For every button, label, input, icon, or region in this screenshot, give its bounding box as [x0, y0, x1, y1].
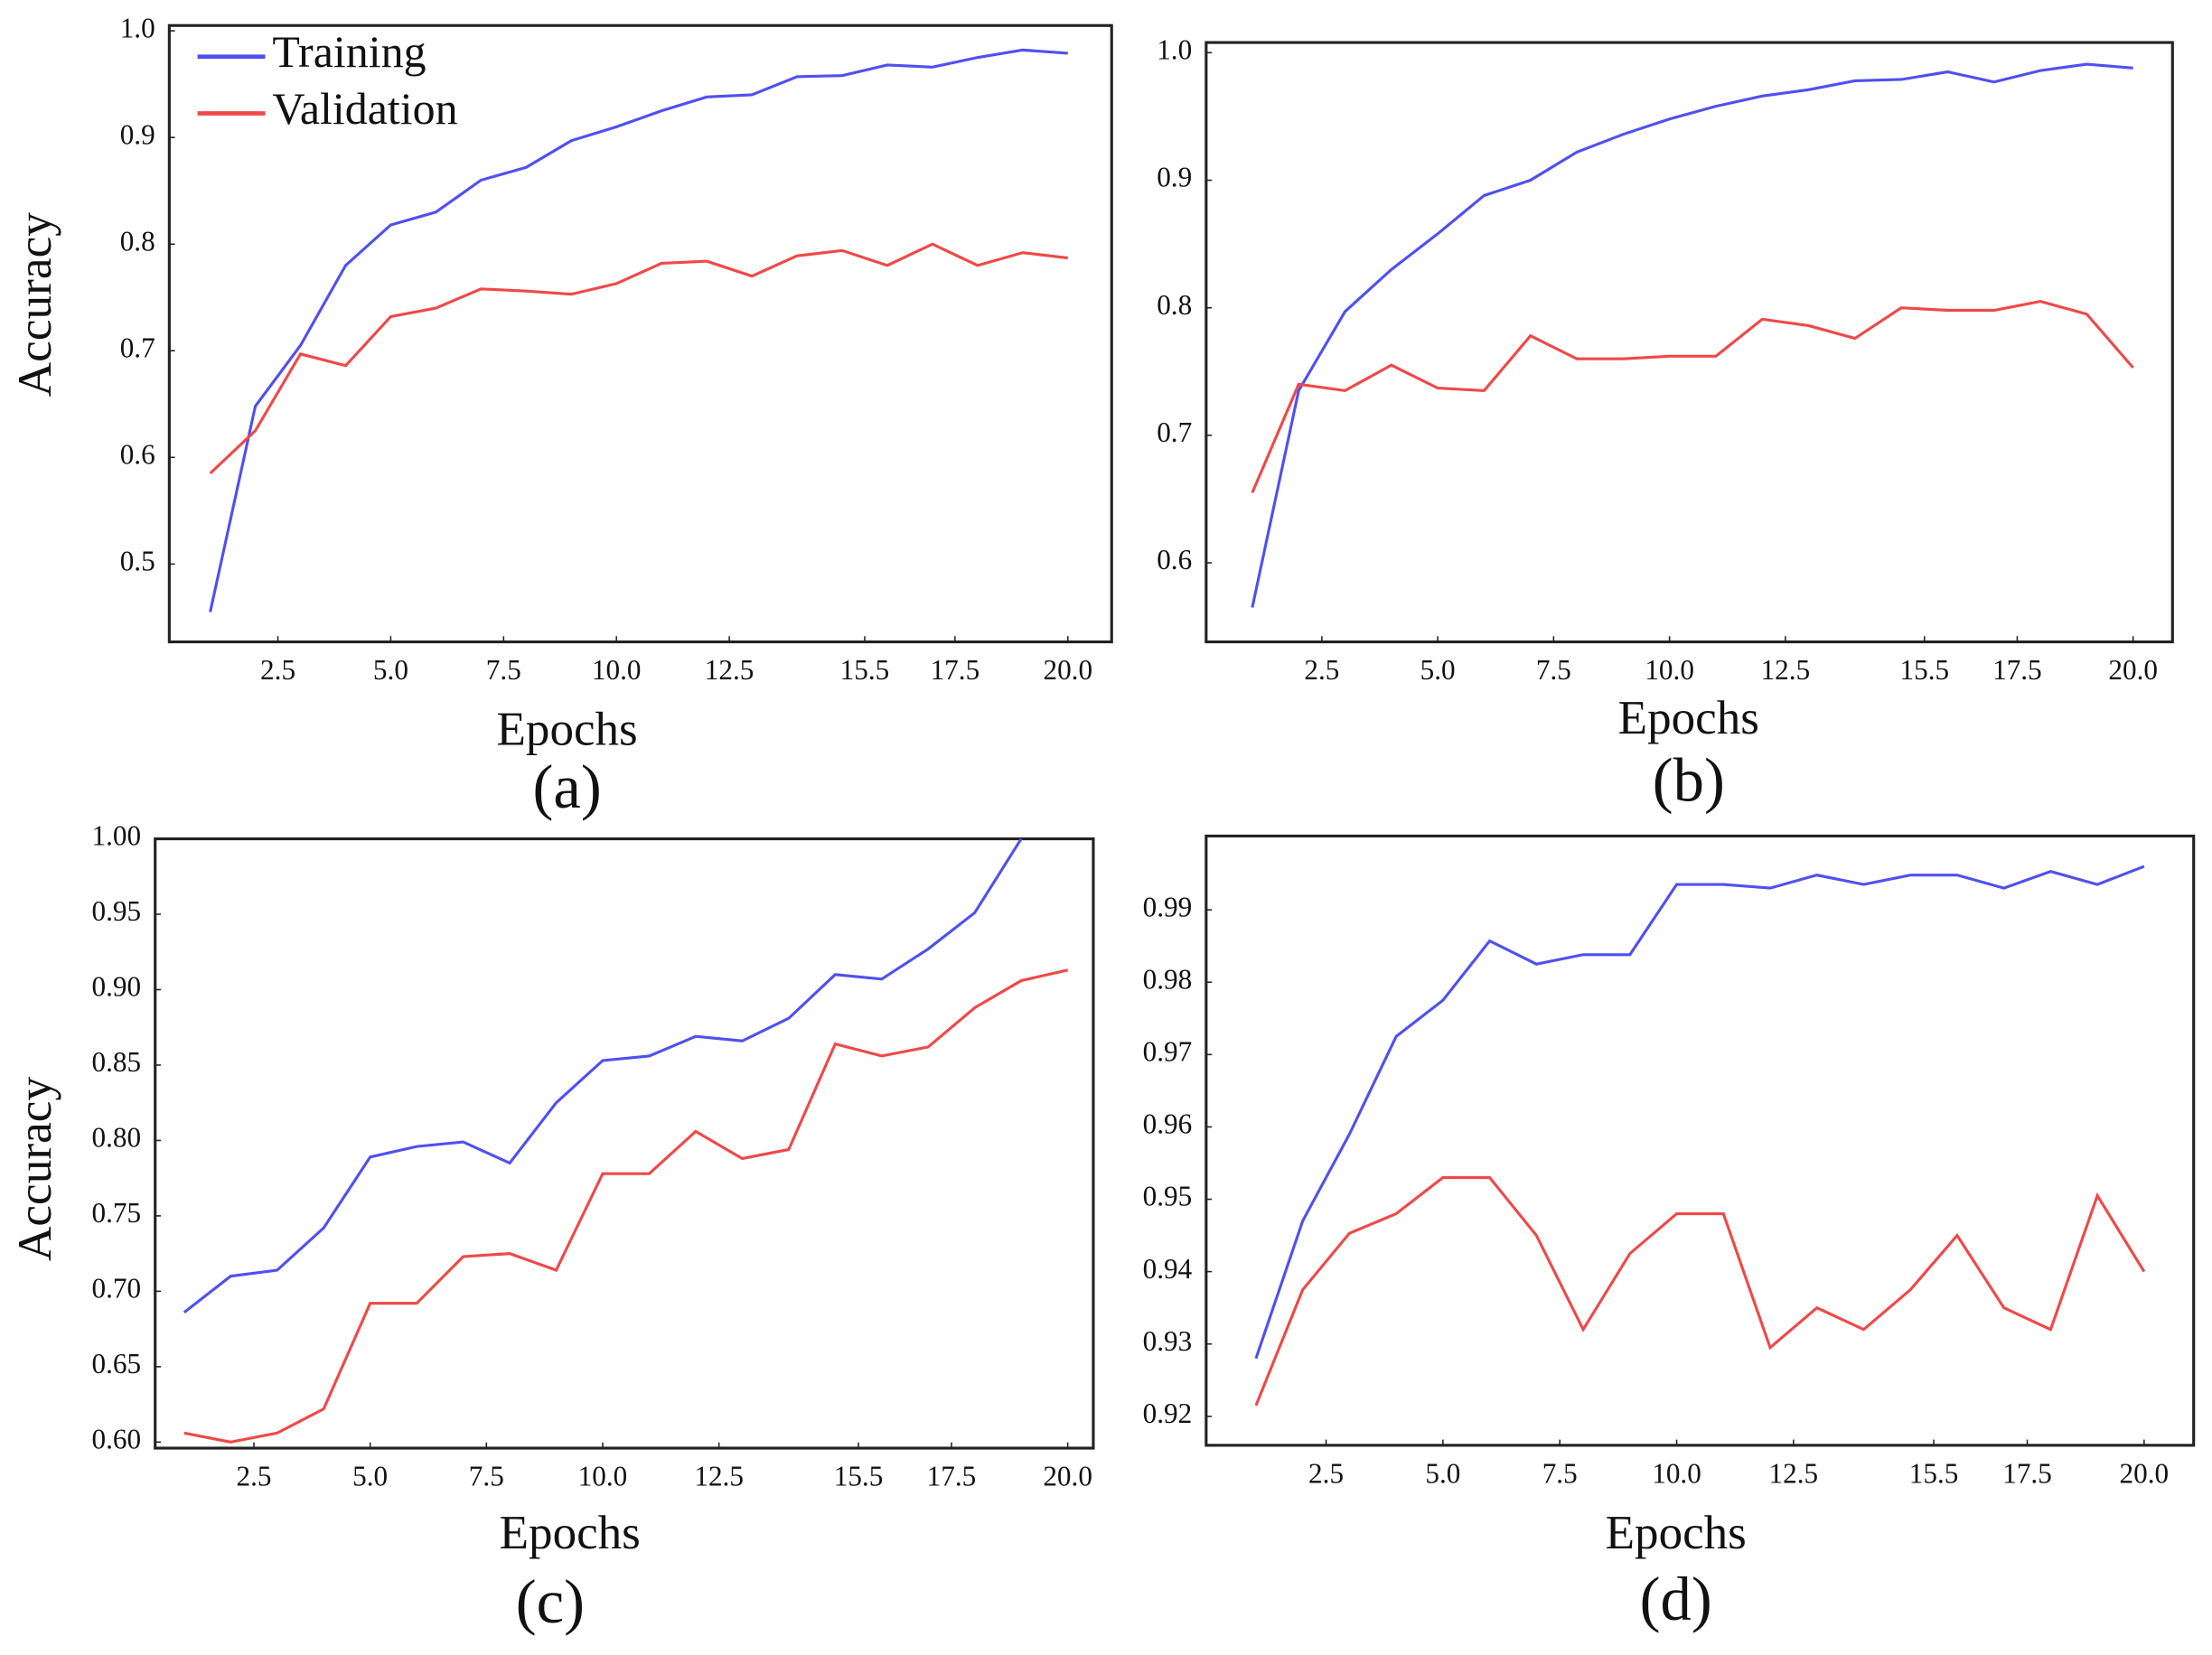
y-tick-label: 0.9 — [1157, 162, 1192, 193]
y-tick-label: 0.98 — [1143, 963, 1193, 995]
x-tick-label: 10.0 — [592, 654, 642, 686]
plot-frame — [1204, 41, 2174, 644]
x-tick-label: 20.0 — [1043, 1461, 1092, 1492]
y-tick-label: 0.6 — [1157, 544, 1192, 575]
y-tick-label: 0.9 — [120, 118, 155, 150]
y-tick-label: 0.80 — [91, 1122, 141, 1154]
x-axis-label: Epochs — [497, 703, 638, 756]
panel-caption: (d) — [1640, 1565, 1712, 1633]
series-line — [1251, 300, 2134, 493]
x-axis-label: Epochs — [500, 1506, 641, 1559]
x-tick-label: 5.0 — [1425, 1458, 1460, 1490]
x-tick-label: 5.0 — [1420, 654, 1456, 686]
x-tick-label: 12.5 — [1769, 1458, 1819, 1490]
plot-frame — [1204, 834, 2196, 1447]
x-tick-label: 15.5 — [1899, 654, 1949, 686]
y-tick-label: 0.8 — [1157, 289, 1192, 321]
y-tick-label: 1.0 — [1157, 33, 1192, 65]
x-tick-label: 20.0 — [2120, 1458, 2170, 1490]
y-tick-label: 0.97 — [1143, 1035, 1193, 1067]
y-tick-label: 0.85 — [91, 1046, 141, 1078]
panel-caption: (b) — [1653, 745, 1725, 814]
x-tick-label: 2.5 — [236, 1461, 271, 1492]
y-tick-label: 0.92 — [1143, 1398, 1193, 1429]
y-tick-label: 1.0 — [120, 12, 155, 43]
series-line — [1254, 1175, 2146, 1407]
y-tick-label: 0.75 — [91, 1197, 141, 1229]
x-tick-label: 10.0 — [1645, 654, 1694, 686]
y-tick-label: 0.94 — [1143, 1253, 1193, 1285]
y-tick-label: 0.65 — [91, 1348, 141, 1379]
x-tick-label: 5.0 — [373, 654, 408, 686]
x-tick-label: 7.5 — [1542, 1458, 1578, 1490]
x-tick-label: 10.0 — [1652, 1458, 1701, 1490]
panel-caption: (c) — [516, 1567, 585, 1636]
y-tick-label: 0.60 — [91, 1423, 141, 1454]
y-tick-label: 0.7 — [120, 332, 155, 363]
x-tick-label: 7.5 — [1536, 654, 1571, 686]
y-tick-label: 0.96 — [1143, 1108, 1193, 1140]
legend-label: Training — [272, 26, 426, 77]
y-tick-label: 0.95 — [91, 895, 141, 927]
series-line — [209, 48, 1068, 612]
series-line — [183, 968, 1068, 1444]
y-tick-label: 0.6 — [120, 438, 155, 470]
x-tick-label: 17.5 — [1992, 654, 2042, 686]
series-line — [209, 242, 1068, 475]
y-axis-label: Accuracy — [8, 1077, 61, 1262]
x-tick-label: 12.5 — [694, 1461, 744, 1492]
y-tick-label: 0.95 — [1143, 1181, 1193, 1212]
x-tick-label: 12.5 — [1761, 654, 1811, 686]
x-tick-label: 7.5 — [486, 654, 521, 686]
series-line — [1254, 865, 2145, 1360]
x-tick-label: 17.5 — [2002, 1458, 2052, 1490]
x-tick-label: 2.5 — [1304, 654, 1339, 686]
x-axis-label: Epochs — [1618, 691, 1759, 744]
y-tick-label: 0.93 — [1143, 1325, 1193, 1357]
y-tick-label: 0.70 — [91, 1273, 141, 1304]
x-tick-label: 10.0 — [578, 1461, 628, 1492]
y-tick-label: 0.8 — [120, 225, 155, 257]
y-tick-label: 1.00 — [91, 820, 141, 852]
x-tick-label: 2.5 — [1308, 1458, 1344, 1490]
x-axis-label: Epochs — [1606, 1506, 1747, 1559]
x-tick-label: 5.0 — [352, 1461, 388, 1492]
y-tick-label: 0.5 — [120, 545, 155, 576]
x-tick-label: 17.5 — [931, 654, 980, 686]
x-tick-label: 17.5 — [927, 1461, 977, 1492]
y-axis-label: Accuracy — [8, 212, 61, 397]
x-tick-label: 2.5 — [260, 654, 295, 686]
panel-caption: (a) — [532, 753, 601, 821]
x-tick-label: 7.5 — [469, 1461, 504, 1492]
x-tick-label: 20.0 — [1043, 654, 1092, 686]
x-tick-label: 15.5 — [834, 1461, 884, 1492]
x-tick-label: 15.5 — [1909, 1458, 1959, 1490]
y-tick-label: 0.7 — [1157, 416, 1192, 448]
series-line — [183, 837, 1023, 1314]
series-line — [1251, 62, 2133, 608]
legend-label: Validation — [272, 83, 457, 134]
y-tick-label: 0.90 — [91, 971, 141, 1003]
x-tick-label: 12.5 — [705, 654, 755, 686]
plot-frame — [154, 837, 1095, 1450]
plot-frame — [167, 23, 1113, 644]
x-tick-label: 15.5 — [840, 654, 890, 686]
y-tick-label: 0.99 — [1143, 891, 1193, 922]
x-tick-label: 20.0 — [2108, 654, 2158, 686]
